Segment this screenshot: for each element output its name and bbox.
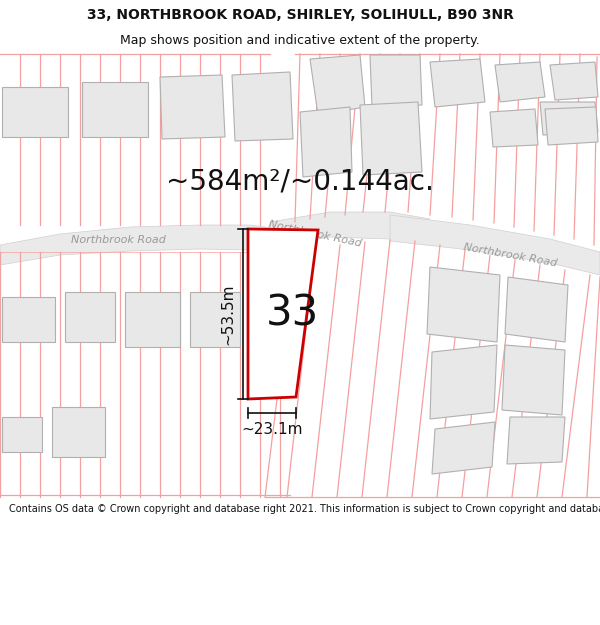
- Polygon shape: [502, 345, 565, 415]
- Polygon shape: [370, 55, 422, 107]
- Polygon shape: [2, 297, 55, 342]
- Polygon shape: [310, 55, 365, 115]
- Polygon shape: [82, 82, 148, 137]
- Text: ~53.5m: ~53.5m: [221, 283, 235, 345]
- Polygon shape: [495, 62, 545, 102]
- Polygon shape: [430, 345, 497, 419]
- Text: 33, NORTHBROOK ROAD, SHIRLEY, SOLIHULL, B90 3NR: 33, NORTHBROOK ROAD, SHIRLEY, SOLIHULL, …: [86, 8, 514, 22]
- Text: Contains OS data © Crown copyright and database right 2021. This information is : Contains OS data © Crown copyright and d…: [9, 504, 600, 514]
- Text: Northbrook Road: Northbrook Road: [71, 235, 166, 245]
- Polygon shape: [248, 229, 318, 399]
- Text: Northbrook Road: Northbrook Road: [463, 242, 557, 268]
- Polygon shape: [125, 292, 180, 347]
- Polygon shape: [160, 75, 225, 139]
- Polygon shape: [65, 292, 115, 342]
- Polygon shape: [432, 422, 495, 474]
- Polygon shape: [545, 107, 598, 145]
- Polygon shape: [190, 292, 240, 347]
- Polygon shape: [232, 72, 293, 141]
- Polygon shape: [52, 407, 105, 457]
- Polygon shape: [540, 102, 598, 135]
- Polygon shape: [390, 215, 600, 275]
- Text: Northbrook Road: Northbrook Road: [268, 219, 362, 249]
- Polygon shape: [430, 59, 485, 107]
- Polygon shape: [360, 102, 422, 175]
- Polygon shape: [505, 277, 568, 342]
- Text: 33: 33: [266, 292, 319, 335]
- Text: ~23.1m: ~23.1m: [241, 421, 303, 436]
- Polygon shape: [507, 417, 565, 464]
- Text: Map shows position and indicative extent of the property.: Map shows position and indicative extent…: [120, 34, 480, 47]
- Polygon shape: [2, 87, 68, 137]
- Polygon shape: [490, 109, 538, 147]
- Text: ~584m²/~0.144ac.: ~584m²/~0.144ac.: [166, 168, 434, 196]
- Polygon shape: [550, 62, 598, 100]
- Polygon shape: [2, 417, 42, 452]
- Polygon shape: [0, 225, 280, 265]
- Polygon shape: [427, 267, 500, 342]
- Polygon shape: [270, 212, 430, 247]
- Polygon shape: [300, 107, 352, 177]
